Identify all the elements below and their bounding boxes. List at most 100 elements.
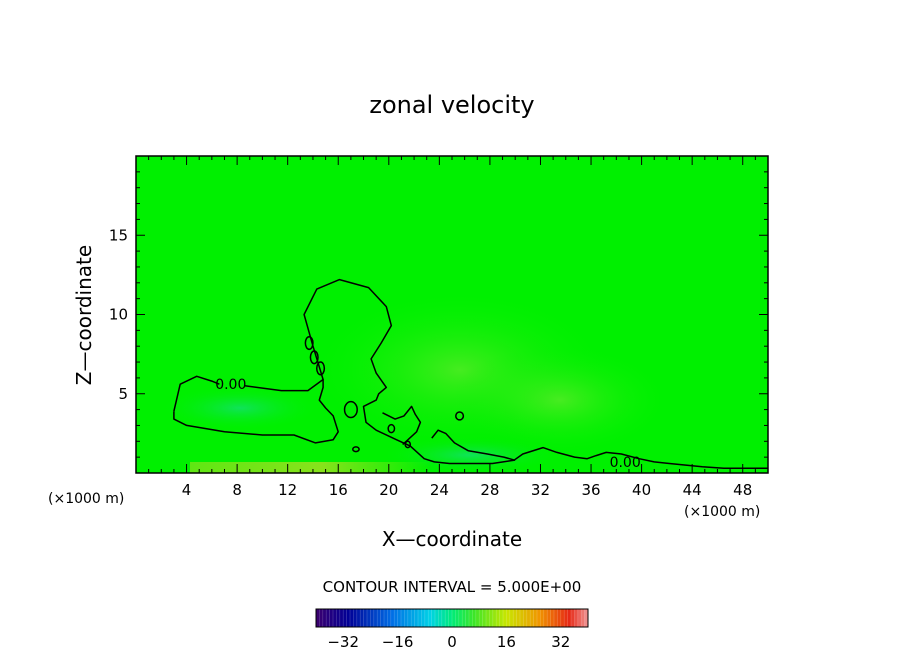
- colorbar-cell: [503, 609, 507, 627]
- x-tick-label: 36: [581, 481, 600, 499]
- x-tick-label: 44: [683, 481, 702, 499]
- colorbar-cell: [574, 609, 579, 627]
- colorbar-cell: [363, 609, 368, 627]
- colorbar-cell: [530, 609, 534, 627]
- x-tick-label: 24: [430, 481, 449, 499]
- colorbar-cell: [543, 609, 548, 627]
- colorbar-cell: [380, 609, 385, 627]
- colorbar-cell: [404, 609, 409, 627]
- colorbar-cell: [431, 609, 436, 627]
- small-zero-contour: [387, 423, 396, 434]
- colorbar-cell: [533, 609, 538, 627]
- colorbar-cell: [465, 609, 470, 627]
- colorbar-cell: [421, 609, 426, 627]
- colorbar-cell: [455, 609, 460, 627]
- y-axis-label: Z—coordinate: [72, 245, 96, 385]
- colorbar-cell: [346, 609, 351, 627]
- colorbar-cell: [441, 609, 446, 627]
- x-tick-label: 32: [531, 481, 550, 499]
- small-zero-contour: [316, 361, 326, 376]
- colorbar-cell: [370, 609, 375, 627]
- colorbar-cell: [394, 609, 398, 627]
- colorbar-cell: [452, 609, 456, 627]
- colorbar-cell: [438, 609, 443, 627]
- small-zero-contour: [304, 335, 314, 351]
- contour-label: 0.00: [215, 377, 246, 393]
- colorbar-cell: [428, 609, 432, 627]
- x-unit-label-left: (×1000 m): [48, 491, 124, 507]
- colorbar-cell: [554, 609, 558, 627]
- colorbar-cell: [407, 609, 412, 627]
- y-axis-ticks: 5 10 15: [109, 171, 768, 458]
- colorbar-cell: [458, 609, 463, 627]
- colorbar-cell: [333, 609, 337, 627]
- colorbar-tick-label: 0: [447, 633, 457, 651]
- colorbar-cell: [523, 609, 528, 627]
- colorbar-cell: [513, 609, 517, 627]
- zero-contour-line: [173, 375, 220, 412]
- colorbar-cell: [373, 609, 378, 627]
- colorbar-cell: [384, 609, 388, 627]
- colorbar-cell: [343, 609, 347, 627]
- colorbar-cell: [469, 609, 473, 627]
- colorbar-cell: [411, 609, 415, 627]
- shade-positive-region-2: [450, 345, 670, 455]
- colorbar-cell: [475, 609, 480, 627]
- x-tick-label: 4: [182, 481, 192, 499]
- colorbar-cell: [506, 609, 511, 627]
- contour-label: 0.00: [610, 455, 641, 471]
- small-zero-contour: [455, 411, 465, 421]
- colorbar-cell: [401, 609, 405, 627]
- colorbar: [315, 609, 589, 627]
- colorbar-cell: [353, 609, 358, 627]
- colorbar-cell: [564, 609, 568, 627]
- colorbar-tick-label: 16: [497, 633, 516, 651]
- contour-interval-text: CONTOUR INTERVAL = 5.000E+00: [323, 578, 582, 596]
- x-unit-label-right: (×1000 m): [684, 504, 760, 520]
- shade-negative-region: [160, 386, 320, 430]
- x-tick-label: 40: [632, 481, 651, 499]
- shading-layer: [160, 290, 670, 473]
- zero-contour-line: [431, 429, 516, 462]
- x-tick-label: 28: [480, 481, 499, 499]
- x-tick-label: 12: [278, 481, 297, 499]
- contour-label-layer: 0.00 0.00: [215, 377, 641, 471]
- x-tick-label: 8: [232, 481, 242, 499]
- colorbar-cell: [557, 609, 562, 627]
- colorbar-cell: [367, 609, 371, 627]
- colorbar-cell: [316, 609, 320, 627]
- colorbar-frame: [315, 608, 589, 628]
- x-tick-label: 16: [329, 481, 348, 499]
- y-tick-label: 5: [118, 385, 128, 403]
- colorbar-cell: [445, 609, 449, 627]
- colorbar-cell: [567, 609, 572, 627]
- colorbar-cell: [326, 609, 330, 627]
- colorbar-cell: [492, 609, 497, 627]
- colorbar-cell: [499, 609, 504, 627]
- x-tick-label: 20: [379, 481, 398, 499]
- colorbar-cell: [350, 609, 354, 627]
- small-zero-contour: [309, 350, 319, 365]
- colorbar-cell: [571, 609, 575, 627]
- colorbar-cell: [547, 609, 551, 627]
- colorbar-cell: [435, 609, 439, 627]
- colorbar-cell: [448, 609, 453, 627]
- zero-contour-line: [173, 379, 339, 444]
- x-axis-ticks: 4 8 12 16 20 24 28 32 36 40 44 48: [148, 156, 756, 499]
- small-zero-contour: [352, 446, 360, 453]
- colorbar-cell: [390, 609, 395, 627]
- colorbar-cell: [516, 609, 521, 627]
- colorbar-cell: [377, 609, 381, 627]
- small-zero-contour: [343, 400, 358, 419]
- colorbar-cell: [540, 609, 545, 627]
- colorbar-cell: [397, 609, 402, 627]
- colorbar-tick-label: −32: [327, 633, 359, 651]
- x-axis-label: X—coordinate: [382, 527, 522, 551]
- colorbar-cell: [418, 609, 422, 627]
- zero-contour-line: [382, 405, 422, 446]
- contour-layer: [173, 278, 768, 469]
- colorbar-cell: [336, 609, 341, 627]
- colorbar-cell: [560, 609, 565, 627]
- colorbar-cell: [356, 609, 361, 627]
